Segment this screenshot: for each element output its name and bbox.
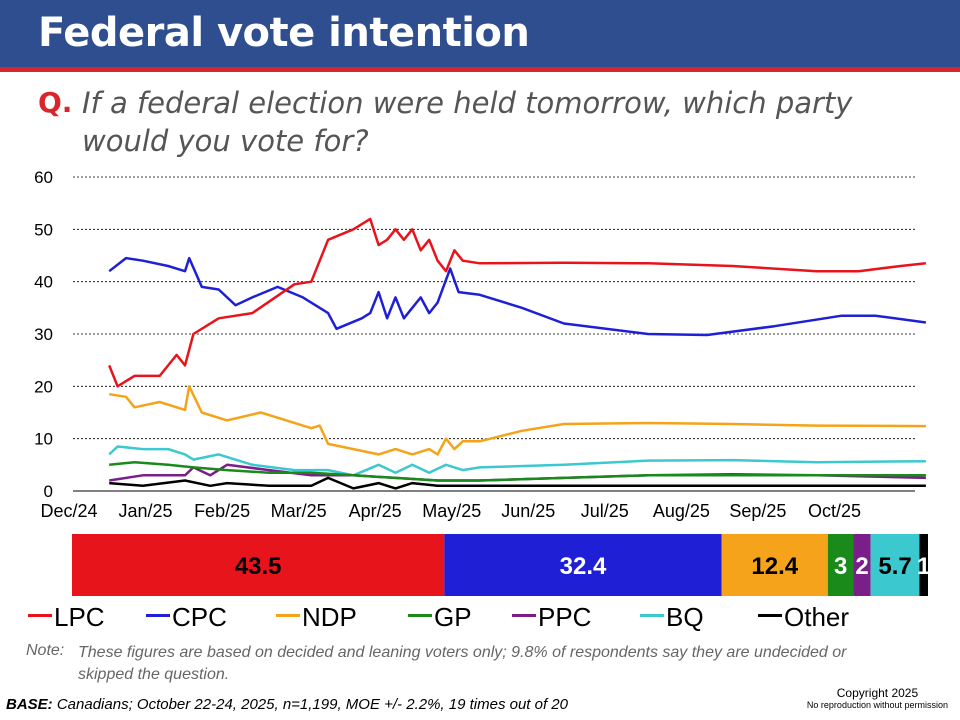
- series-line-ndp: [109, 385, 926, 456]
- chart-legend: LPC CPC NDP GP PPC BQ Other: [28, 602, 928, 636]
- bar-label-bq: 5.7: [878, 553, 911, 580]
- copyright-permission: No reproduction without permission: [806, 700, 948, 710]
- legend-swatch: [512, 613, 536, 617]
- bar-label-lpc: 43.5: [235, 553, 282, 580]
- base-text: Canadians; October 22-24, 2025, n=1,199,…: [56, 696, 568, 713]
- note-label: Note:: [26, 642, 65, 659]
- question-text: If a federal election were held tomorrow…: [82, 86, 853, 158]
- bar-segment-bq: [870, 534, 920, 596]
- x-tick-label: Aug/25: [653, 501, 710, 521]
- legend-item-gp: GP: [408, 602, 472, 633]
- legend-item-other: Other: [758, 602, 849, 633]
- legend-label: Other: [784, 602, 850, 632]
- series-line-other: [109, 476, 926, 490]
- vote-intention-chart: 0 10 20 30 40 50 60 Dec/24 Jan/25 Feb/25 Mar/25 Apr…: [34, 168, 930, 596]
- x-tick-label: Sep/25: [729, 501, 786, 521]
- y-tick-label: 40: [34, 273, 53, 292]
- legend-swatch: [758, 613, 782, 617]
- bar-label-gp: 3: [834, 553, 847, 580]
- legend-label: BQ: [666, 602, 704, 632]
- bar-segment-lpc: [72, 534, 445, 596]
- x-tick-label: Jun/25: [501, 501, 555, 521]
- bar-segment-ppc: [853, 534, 871, 596]
- y-tick-label: 60: [34, 168, 53, 187]
- x-tick-label: May/25: [422, 501, 481, 521]
- x-tick-label: Jul/25: [581, 501, 629, 521]
- y-tick-label: 20: [34, 377, 53, 396]
- page-title: Federal vote intention: [38, 10, 530, 56]
- legend-swatch: [408, 613, 432, 617]
- header-banner: Federal vote intention: [0, 0, 960, 72]
- legend-swatch: [146, 613, 170, 617]
- legend-swatch: [276, 613, 300, 617]
- legend-swatch: [28, 613, 52, 617]
- legend-item-bq: BQ: [640, 602, 704, 633]
- y-tick-label: 0: [44, 482, 53, 501]
- base-label: BASE:: [6, 696, 53, 713]
- bar-segment-cpc: [444, 534, 722, 596]
- legend-item-ndp: NDP: [276, 602, 357, 633]
- legend-label: LPC: [54, 602, 105, 632]
- legend-swatch: [640, 613, 664, 617]
- copyright-line: Copyright 2025: [836, 686, 919, 700]
- legend-label: GP: [434, 602, 472, 632]
- legend-label: CPC: [172, 602, 227, 632]
- x-tick-label: Feb/25: [194, 501, 250, 521]
- bar-label-ppc: 2: [855, 553, 868, 580]
- bar-segment-other: [919, 534, 928, 596]
- legend-item-lpc: LPC: [28, 602, 105, 633]
- base-footnote: BASE: Canadians; October 22-24, 2025, n=…: [6, 696, 568, 713]
- legend-label: NDP: [302, 602, 357, 632]
- y-tick-label: 10: [34, 430, 53, 449]
- x-tick-label: Oct/25: [808, 501, 861, 521]
- legend-item-ppc: PPC: [512, 602, 591, 633]
- question-prefix: Q.: [38, 86, 73, 119]
- bar-segment-ndp: [721, 534, 828, 596]
- y-tick-label: 30: [34, 325, 53, 344]
- x-tick-label: Mar/25: [271, 501, 327, 521]
- bar-label-ndp: 12.4: [751, 553, 798, 580]
- series-line-bq: [108, 445, 926, 477]
- x-tick-label: Dec/24: [40, 501, 97, 521]
- copyright-notice: Copyright 2025 No reproduction without p…: [807, 686, 948, 710]
- legend-item-cpc: CPC: [146, 602, 227, 633]
- legend-label: PPC: [538, 602, 592, 632]
- series-line-gp: [109, 460, 926, 482]
- series-line-cpc: [108, 256, 927, 337]
- y-tick-label: 50: [34, 220, 53, 239]
- x-tick-label: Jan/25: [119, 501, 173, 521]
- note-text: These figures are based on decided and l…: [78, 644, 847, 683]
- x-tick-label: Apr/25: [349, 501, 402, 521]
- bar-label-cpc: 32.4: [560, 553, 607, 580]
- bar-segment-gp: [827, 534, 854, 596]
- bar-label-other: 1: [917, 553, 930, 580]
- series-line-lpc: [108, 217, 927, 388]
